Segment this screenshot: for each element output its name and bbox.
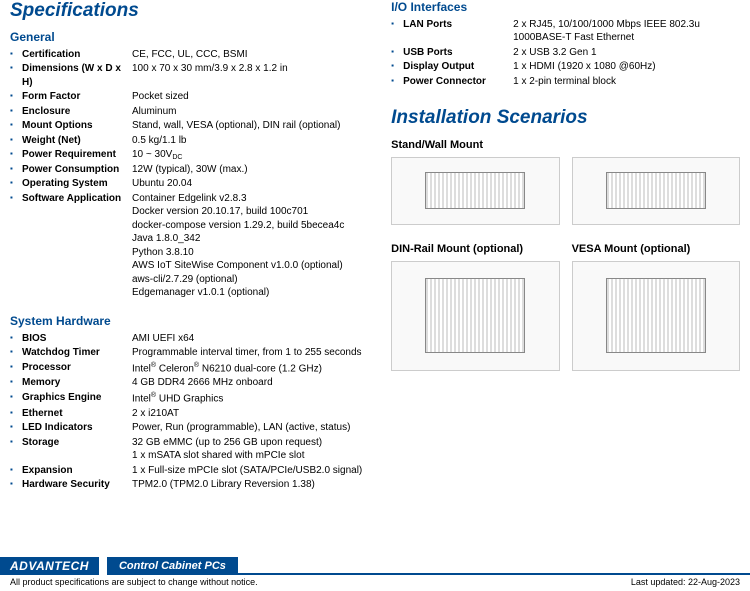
spec-value: Container Edgelink v2.8.3 Docker version… bbox=[132, 192, 373, 300]
io-spec-list: LAN Ports2 x RJ45, 10/100/1000 Mbps IEEE… bbox=[391, 17, 740, 89]
hardware-heading: System Hardware bbox=[10, 314, 373, 328]
spec-row: CertificationCE, FCC, UL, CCC, BSMI bbox=[10, 47, 373, 62]
spec-value: 2 x USB 3.2 Gen 1 bbox=[513, 46, 740, 60]
spec-row: Memory4 GB DDR4 2666 MHz onboard bbox=[10, 376, 373, 391]
spec-label: Graphics Engine bbox=[22, 391, 132, 405]
spec-value: 1 x Full-size mPCIe slot (SATA/PCIe/USB2… bbox=[132, 464, 373, 478]
footer-category: Control Cabinet PCs bbox=[107, 557, 238, 575]
spec-row: Power Requirement10 ~ 30VDC bbox=[10, 148, 373, 163]
hardware-spec-list: BIOSAMI UEFI x64Watchdog TimerProgrammab… bbox=[10, 331, 373, 492]
specifications-heading: Specifications bbox=[10, 0, 373, 22]
spec-row: Power Consumption12W (typical), 30W (max… bbox=[10, 162, 373, 177]
spec-value: 4 GB DDR4 2666 MHz onboard bbox=[132, 376, 373, 390]
spec-row: Graphics EngineIntel® UHD Graphics bbox=[10, 390, 373, 406]
spec-label: Operating System bbox=[22, 177, 132, 191]
spec-label: Power Requirement bbox=[22, 148, 132, 162]
spec-value: Intel® UHD Graphics bbox=[132, 391, 373, 406]
io-heading: I/O Interfaces bbox=[391, 0, 740, 14]
din-rail-image bbox=[391, 261, 559, 371]
spec-value: Aluminum bbox=[132, 105, 373, 119]
spec-row: Hardware SecurityTPM2.0 (TPM2.0 Library … bbox=[10, 478, 373, 493]
spec-label: Watchdog Timer bbox=[22, 346, 132, 360]
din-rail-heading: DIN-Rail Mount (optional) bbox=[391, 243, 559, 255]
spec-value: 100 x 70 x 30 mm/3.9 x 2.8 x 1.2 in bbox=[132, 62, 373, 76]
general-spec-list: CertificationCE, FCC, UL, CCC, BSMIDimen… bbox=[10, 47, 373, 300]
spec-label: Storage bbox=[22, 436, 132, 450]
spec-value: TPM2.0 (TPM2.0 Library Reversion 1.38) bbox=[132, 478, 373, 492]
spec-value: Power, Run (programmable), LAN (active, … bbox=[132, 421, 373, 435]
spec-value: Stand, wall, VESA (optional), DIN rail (… bbox=[132, 119, 373, 133]
spec-row: Watchdog TimerProgrammable interval time… bbox=[10, 346, 373, 361]
general-heading: General bbox=[10, 30, 373, 44]
spec-label: Mount Options bbox=[22, 119, 132, 133]
spec-value: 12W (typical), 30W (max.) bbox=[132, 163, 373, 177]
spec-label: Weight (Net) bbox=[22, 134, 132, 148]
spec-label: Memory bbox=[22, 376, 132, 390]
stand-wall-heading: Stand/Wall Mount bbox=[391, 139, 740, 151]
spec-label: LED Indicators bbox=[22, 421, 132, 435]
spec-value: Intel® Celeron® N6210 dual-core (1.2 GHz… bbox=[132, 361, 373, 376]
spec-value: CE, FCC, UL, CCC, BSMI bbox=[132, 48, 373, 62]
spec-label: Processor bbox=[22, 361, 132, 375]
spec-row: Power Connector1 x 2-pin terminal block bbox=[391, 74, 740, 89]
spec-row: Ethernet2 x i210AT bbox=[10, 406, 373, 421]
spec-row: Form FactorPocket sized bbox=[10, 90, 373, 105]
vesa-heading: VESA Mount (optional) bbox=[572, 243, 740, 255]
footer-updated: Last updated: 22-Aug-2023 bbox=[631, 577, 740, 587]
spec-row: Weight (Net)0.5 kg/1.1 lb bbox=[10, 133, 373, 148]
spec-value: Programmable interval timer, from 1 to 2… bbox=[132, 346, 373, 360]
spec-value: 10 ~ 30VDC bbox=[132, 148, 373, 162]
spec-label: USB Ports bbox=[403, 46, 513, 60]
spec-row: Storage32 GB eMMC (up to 256 GB upon req… bbox=[10, 435, 373, 463]
spec-value: Ubuntu 20.04 bbox=[132, 177, 373, 191]
spec-value: Pocket sized bbox=[132, 90, 373, 104]
spec-row: ProcessorIntel® Celeron® N6210 dual-core… bbox=[10, 360, 373, 376]
spec-row: USB Ports2 x USB 3.2 Gen 1 bbox=[391, 45, 740, 60]
spec-label: Software Application bbox=[22, 192, 132, 206]
spec-label: Hardware Security bbox=[22, 478, 132, 492]
vesa-mount-image bbox=[572, 261, 740, 371]
wall-mount-image bbox=[572, 157, 740, 225]
spec-row: BIOSAMI UEFI x64 bbox=[10, 331, 373, 346]
spec-row: Mount OptionsStand, wall, VESA (optional… bbox=[10, 119, 373, 134]
spec-label: Certification bbox=[22, 48, 132, 62]
spec-row: LED IndicatorsPower, Run (programmable),… bbox=[10, 421, 373, 436]
spec-label: Enclosure bbox=[22, 105, 132, 119]
spec-value: AMI UEFI x64 bbox=[132, 332, 373, 346]
spec-value: 0.5 kg/1.1 lb bbox=[132, 134, 373, 148]
spec-label: Power Connector bbox=[403, 75, 513, 89]
spec-value: 2 x RJ45, 10/100/1000 Mbps IEEE 802.3u 1… bbox=[513, 18, 740, 45]
footer: ADVANTECH Control Cabinet PCs All produc… bbox=[0, 557, 750, 591]
spec-row: Dimensions (W x D x H)100 x 70 x 30 mm/3… bbox=[10, 62, 373, 90]
footer-disclaimer: All product specifications are subject t… bbox=[10, 577, 258, 587]
spec-label: BIOS bbox=[22, 332, 132, 346]
spec-row: Operating SystemUbuntu 20.04 bbox=[10, 177, 373, 192]
spec-row: Expansion1 x Full-size mPCIe slot (SATA/… bbox=[10, 463, 373, 478]
spec-row: LAN Ports2 x RJ45, 10/100/1000 Mbps IEEE… bbox=[391, 17, 740, 45]
spec-label: Power Consumption bbox=[22, 163, 132, 177]
footer-logo: ADVANTECH bbox=[0, 557, 101, 575]
spec-label: Expansion bbox=[22, 464, 132, 478]
spec-row: Software ApplicationContainer Edgelink v… bbox=[10, 191, 373, 300]
spec-value: 1 x 2-pin terminal block bbox=[513, 75, 740, 89]
spec-label: LAN Ports bbox=[403, 18, 513, 32]
spec-label: Ethernet bbox=[22, 407, 132, 421]
spec-label: Form Factor bbox=[22, 90, 132, 104]
spec-value: 2 x i210AT bbox=[132, 407, 373, 421]
spec-value: 1 x HDMI (1920 x 1080 @60Hz) bbox=[513, 60, 740, 74]
spec-row: EnclosureAluminum bbox=[10, 104, 373, 119]
spec-label: Display Output bbox=[403, 60, 513, 74]
stand-mount-image bbox=[391, 157, 559, 225]
spec-label: Dimensions (W x D x H) bbox=[22, 62, 132, 89]
spec-row: Display Output1 x HDMI (1920 x 1080 @60H… bbox=[391, 60, 740, 75]
spec-value: 32 GB eMMC (up to 256 GB upon request) 1… bbox=[132, 436, 373, 463]
installation-heading: Installation Scenarios bbox=[391, 107, 740, 129]
